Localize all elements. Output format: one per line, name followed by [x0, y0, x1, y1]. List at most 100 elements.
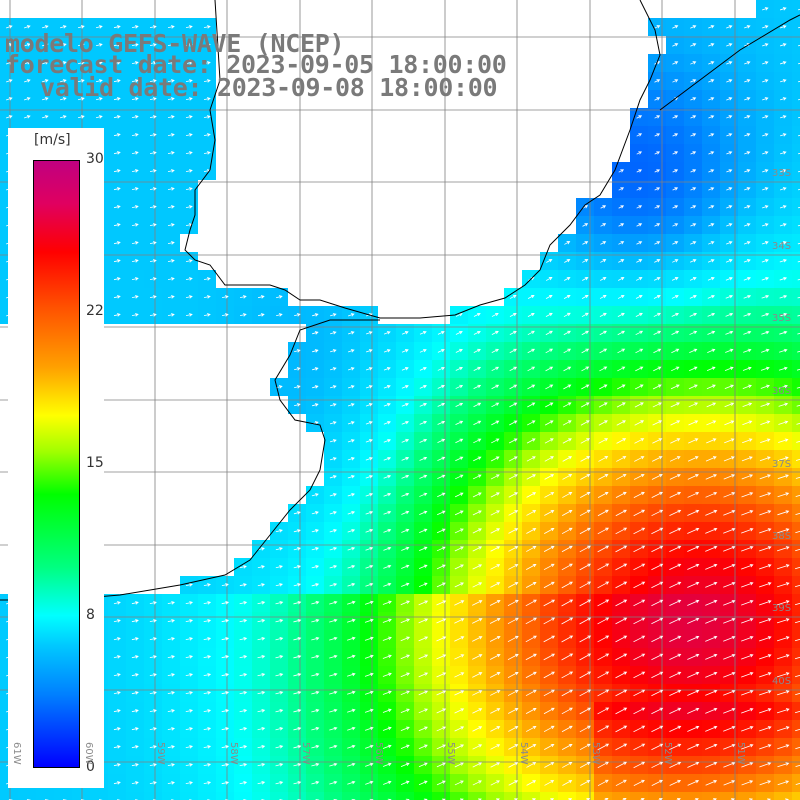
wind-arrow [726, 97, 733, 101]
wind-cell [792, 18, 800, 36]
wind-arrow [527, 384, 536, 390]
wind-arrow [203, 151, 211, 155]
wind-arrow [526, 563, 537, 570]
wind-arrow [113, 709, 121, 713]
wind-arrow [203, 727, 212, 731]
wind-arrow [113, 781, 121, 785]
wind-arrow [651, 563, 664, 571]
wind-arrow [329, 744, 338, 749]
wind-arrow [670, 402, 680, 408]
wind-arrow [599, 312, 607, 318]
wind-arrow [582, 241, 589, 245]
wind-arrow [276, 313, 283, 317]
wind-cell [756, 792, 774, 800]
wind-arrow [762, 43, 769, 47]
wind-arrow [597, 635, 610, 643]
wind-arrow [185, 673, 194, 677]
wind-arrow [275, 781, 284, 785]
wind-arrow [131, 43, 139, 47]
wind-arrow [401, 349, 409, 353]
coastline-north [184, 0, 661, 319]
wind-cell [216, 792, 234, 800]
wind-arrow [561, 545, 573, 553]
wind-arrow [762, 187, 769, 191]
wind-arrow [561, 527, 573, 535]
wind-arrow [257, 655, 266, 659]
wind-arrow [203, 763, 212, 767]
wind-arrow [383, 474, 392, 479]
wind-arrow [760, 420, 771, 425]
wind-arrow [759, 582, 772, 588]
wind-arrow [401, 582, 410, 587]
wind-arrow [508, 762, 519, 768]
wind-arrow [687, 779, 700, 786]
wind-arrow [779, 330, 788, 335]
wind-cell [90, 792, 108, 800]
wind-arrow [95, 25, 103, 29]
wind-arrow [275, 708, 284, 713]
wind-arrow [705, 743, 718, 750]
wind-arrow [724, 438, 735, 444]
wind-arrow [311, 654, 320, 659]
wind-arrow [672, 187, 679, 191]
wind-arrow [636, 115, 643, 119]
wind-arrow [597, 617, 610, 625]
wind-arrow [383, 564, 392, 569]
wind-arrow [347, 546, 356, 551]
wind-arrow [329, 762, 338, 767]
wind-arrow [600, 277, 607, 281]
wind-arrow [383, 456, 392, 461]
wind-arrow [472, 708, 483, 714]
wind-arrow [723, 545, 736, 552]
wind-arrow [544, 474, 555, 480]
wind-arrow [329, 672, 338, 677]
wind-arrow [579, 509, 591, 517]
wind-arrow [687, 581, 700, 588]
wind-arrow [275, 547, 283, 551]
wind-arrow [419, 546, 428, 552]
wind-arrow [525, 635, 537, 643]
wind-arrow [149, 151, 157, 155]
lon-label: 58W [228, 742, 239, 765]
wind-arrow [454, 600, 465, 606]
wind-arrow [59, 79, 67, 83]
wind-arrow [776, 600, 790, 606]
wind-arrow [741, 636, 754, 642]
wind-arrow [347, 600, 356, 605]
wind-arrow [563, 312, 571, 318]
wind-arrow [543, 635, 556, 643]
wind-arrow [658, 797, 663, 800]
wind-arrow [527, 294, 535, 299]
colorbar-unit: [m/s] [34, 132, 71, 148]
wind-arrow [723, 743, 736, 750]
wind-arrow [113, 277, 121, 281]
title-model: modelo GEFS-WAVE (NCEP) [5, 29, 345, 58]
wind-arrow [797, 296, 800, 299]
wind-arrow [149, 601, 157, 605]
wind-arrow [690, 259, 697, 263]
wind-arrow [761, 276, 770, 281]
wind-arrow [257, 637, 266, 641]
wind-arrow [562, 402, 572, 408]
wind-arrow [329, 636, 338, 641]
wind-arrow [275, 726, 284, 731]
wind-arrow [580, 438, 590, 444]
wind-arrow [741, 582, 754, 588]
wind-arrow [723, 725, 736, 732]
colorbar [33, 160, 80, 768]
wind-arrow [759, 492, 772, 498]
wind-arrow [131, 313, 139, 317]
wind-arrow [759, 546, 772, 552]
wind-arrow [113, 187, 121, 191]
wind-arrow [113, 205, 121, 209]
wind-cell [252, 792, 270, 800]
wind-arrow [708, 241, 715, 245]
wind-arrow [652, 420, 663, 426]
wind-arrow [239, 565, 247, 569]
wind-arrow [723, 581, 736, 588]
wind-arrow [203, 673, 212, 677]
wind-arrow [418, 780, 428, 786]
wind-cell [342, 792, 360, 800]
wind-arrow [293, 744, 302, 749]
wind-arrow [797, 350, 800, 353]
